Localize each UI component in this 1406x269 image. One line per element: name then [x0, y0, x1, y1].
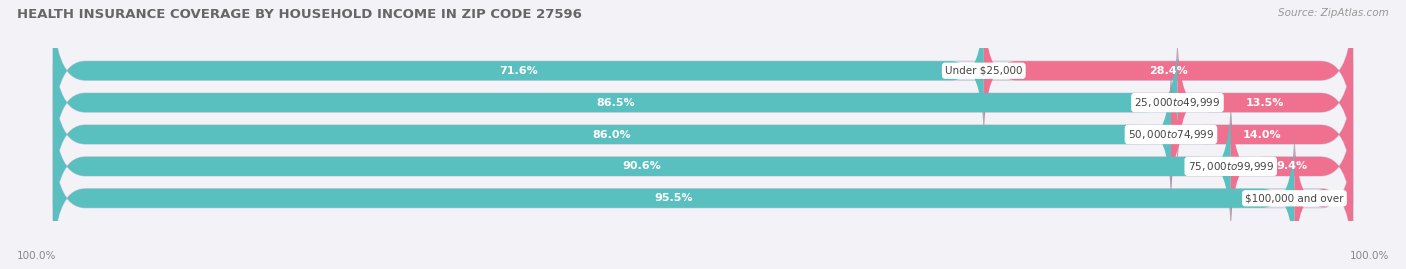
- Text: 86.5%: 86.5%: [596, 98, 634, 108]
- FancyBboxPatch shape: [53, 33, 1353, 173]
- Text: 90.6%: 90.6%: [623, 161, 661, 171]
- FancyBboxPatch shape: [1171, 64, 1353, 205]
- FancyBboxPatch shape: [1230, 96, 1353, 236]
- FancyBboxPatch shape: [53, 64, 1171, 205]
- FancyBboxPatch shape: [984, 1, 1353, 141]
- Text: 9.4%: 9.4%: [1277, 161, 1308, 171]
- FancyBboxPatch shape: [53, 128, 1353, 268]
- FancyBboxPatch shape: [1295, 128, 1353, 268]
- FancyBboxPatch shape: [53, 64, 1353, 205]
- Text: Source: ZipAtlas.com: Source: ZipAtlas.com: [1278, 8, 1389, 18]
- Text: $75,000 to $99,999: $75,000 to $99,999: [1188, 160, 1274, 173]
- Text: $50,000 to $74,999: $50,000 to $74,999: [1128, 128, 1215, 141]
- FancyBboxPatch shape: [53, 1, 984, 141]
- Text: 13.5%: 13.5%: [1246, 98, 1285, 108]
- FancyBboxPatch shape: [53, 96, 1230, 236]
- Text: 28.4%: 28.4%: [1149, 66, 1188, 76]
- Text: $25,000 to $49,999: $25,000 to $49,999: [1135, 96, 1220, 109]
- Text: $100,000 and over: $100,000 and over: [1246, 193, 1344, 203]
- Text: 86.0%: 86.0%: [593, 129, 631, 140]
- FancyBboxPatch shape: [53, 1, 1353, 141]
- Text: 14.0%: 14.0%: [1243, 129, 1281, 140]
- FancyBboxPatch shape: [53, 96, 1353, 236]
- Text: 100.0%: 100.0%: [17, 251, 56, 261]
- FancyBboxPatch shape: [1177, 33, 1353, 173]
- Text: 95.5%: 95.5%: [655, 193, 693, 203]
- Text: 71.6%: 71.6%: [499, 66, 537, 76]
- Text: Under $25,000: Under $25,000: [945, 66, 1022, 76]
- Text: 100.0%: 100.0%: [1350, 251, 1389, 261]
- FancyBboxPatch shape: [53, 33, 1177, 173]
- Text: 4.5%: 4.5%: [1308, 193, 1339, 203]
- Text: HEALTH INSURANCE COVERAGE BY HOUSEHOLD INCOME IN ZIP CODE 27596: HEALTH INSURANCE COVERAGE BY HOUSEHOLD I…: [17, 8, 582, 21]
- FancyBboxPatch shape: [53, 128, 1295, 268]
